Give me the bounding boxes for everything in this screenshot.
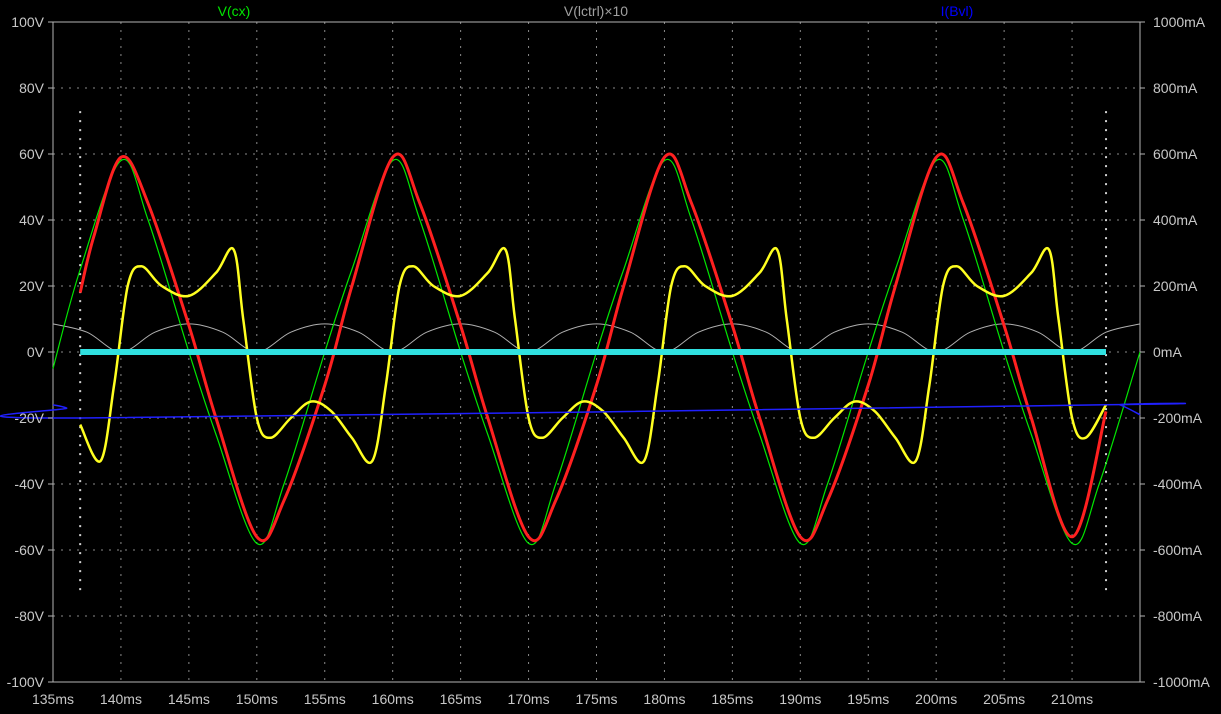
y2-tick-label: 200mA: [1153, 278, 1198, 294]
x-tick-label: 170ms: [508, 691, 550, 707]
y-tick-label: -100V: [7, 674, 45, 690]
y2-tick-label: -800mA: [1153, 608, 1203, 624]
y-tick-label: -80V: [14, 608, 44, 624]
series-line-ibvl[interactable]: [0, 402, 1186, 419]
y-tick-label: 80V: [19, 80, 45, 96]
y-tick-label: -40V: [14, 476, 44, 492]
y-tick-label: -60V: [14, 542, 44, 558]
y2-tick-label: 1000mA: [1153, 14, 1206, 30]
x-tick-label: 155ms: [304, 691, 346, 707]
series-layer: [0, 152, 1186, 546]
y-tick-label: 60V: [19, 146, 45, 162]
series-line-red[interactable]: [78, 152, 1108, 543]
x-tick-label: 205ms: [983, 691, 1025, 707]
legend-label-vcx[interactable]: V(cx): [218, 3, 251, 19]
tick-labels: 135ms 140ms 145ms 150ms 155ms 160ms 165ms 170ms…: [7, 14, 1211, 707]
x-tick-label: 135ms: [32, 691, 74, 707]
y2-tick-label: 600mA: [1153, 146, 1198, 162]
y-tick-label: 0V: [27, 344, 45, 360]
y-tick-label: 40V: [19, 212, 45, 228]
legend-label-vlctrl[interactable]: V(lctrl)×10: [564, 3, 628, 19]
y2-tick-label: 800mA: [1153, 80, 1198, 96]
x-tick-label: 210ms: [1051, 691, 1093, 707]
x-tick-label: 185ms: [711, 691, 753, 707]
y-tick-label: 100V: [11, 14, 44, 30]
y2-tick-label: -1000mA: [1153, 674, 1210, 690]
x-tick-label: 175ms: [575, 691, 617, 707]
x-tick-label: 195ms: [847, 691, 889, 707]
x-tick-label: 190ms: [779, 691, 821, 707]
x-tick-label: 140ms: [100, 691, 142, 707]
y2-tick-label: -400mA: [1153, 476, 1203, 492]
legend-label-ibvl[interactable]: I(Bvl): [941, 3, 974, 19]
y-tick-label: 20V: [19, 278, 45, 294]
y2-tick-label: 400mA: [1153, 212, 1198, 228]
x-tick-label: 150ms: [236, 691, 278, 707]
y2-tick-label: -200mA: [1153, 410, 1203, 426]
x-tick-label: 180ms: [643, 691, 685, 707]
y2-tick-label: -600mA: [1153, 542, 1203, 558]
series-line-vlctrl[interactable]: [52, 323, 1141, 353]
series-line-yellow[interactable]: [79, 246, 1108, 465]
y-tick-label: -20V: [14, 410, 44, 426]
y2-tick-label: 0mA: [1153, 344, 1182, 360]
legend: V(cx) V(lctrl)×10 I(Bvl): [218, 3, 974, 19]
x-tick-label: 165ms: [440, 691, 482, 707]
x-tick-label: 145ms: [168, 691, 210, 707]
x-tick-label: 200ms: [915, 691, 957, 707]
x-tick-label: 160ms: [372, 691, 414, 707]
